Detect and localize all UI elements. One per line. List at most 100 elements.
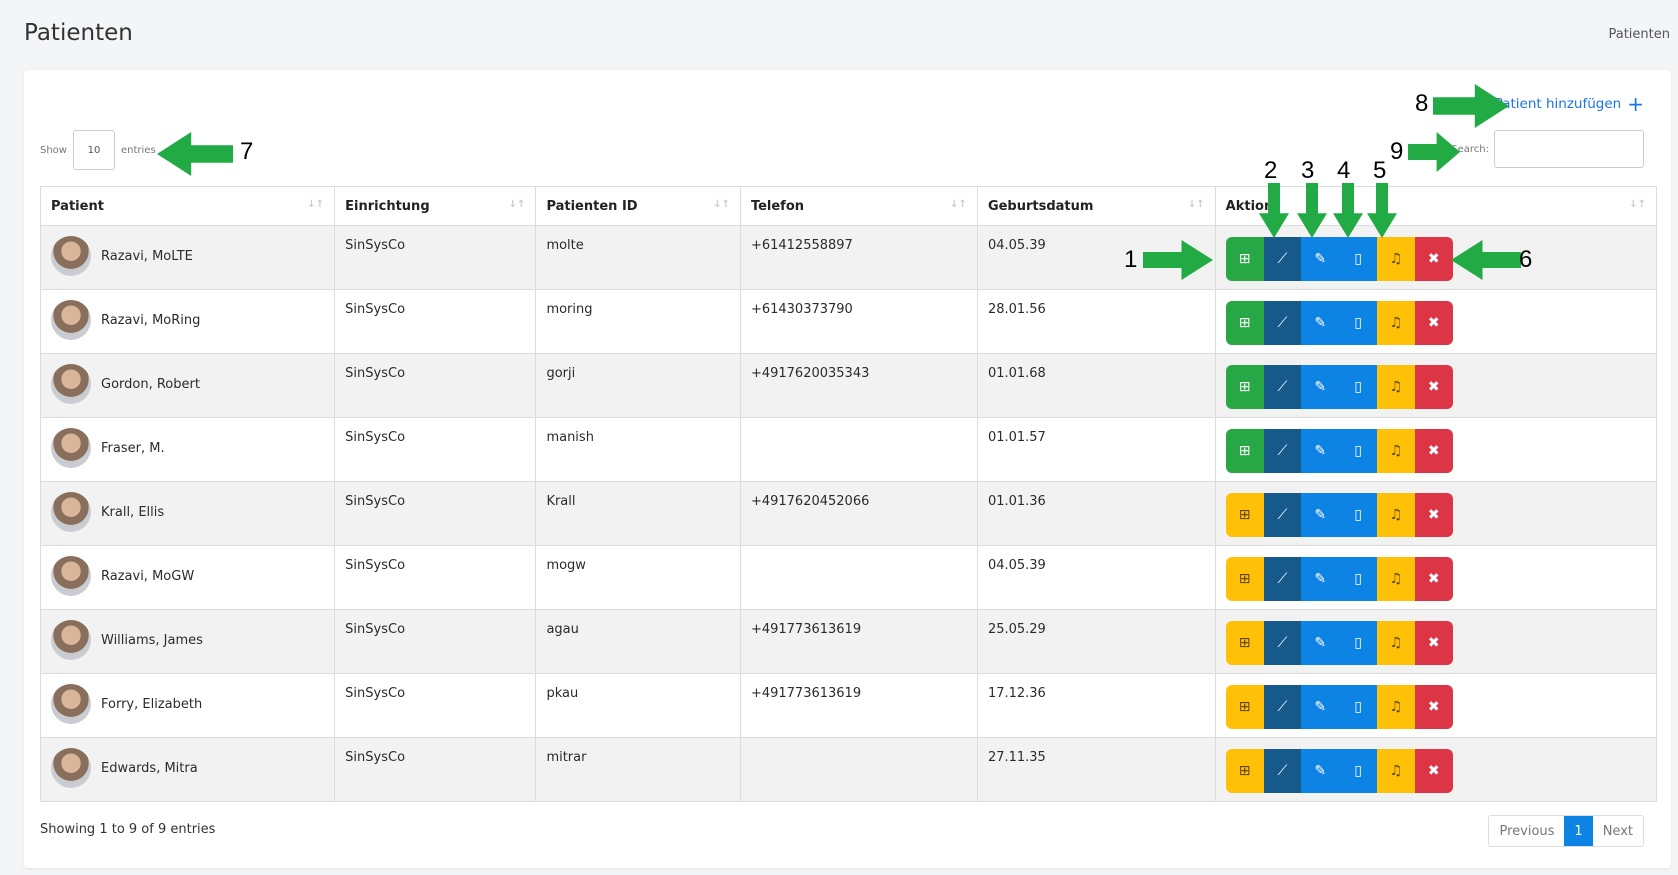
assessment-button[interactable]: ⊞ [1225, 493, 1264, 537]
patient-name[interactable]: Edwards, Mitra [101, 760, 198, 776]
sort-icon[interactable]: ↓↑ [950, 199, 967, 210]
avatar [51, 364, 91, 404]
chart-button[interactable]: ⟋ [1263, 685, 1302, 729]
alert-button[interactable]: ♫ [1376, 621, 1415, 665]
chart-button[interactable]: ⟋ [1263, 301, 1302, 345]
assessment-button[interactable]: ⊞ [1225, 237, 1264, 281]
patient-id-cell: pkau [535, 673, 741, 738]
edit-button[interactable]: ✎ [1301, 685, 1340, 729]
avatar [51, 556, 91, 596]
sort-icon[interactable]: ↓↑ [1187, 199, 1205, 210]
sort-icon[interactable]: ↓↑ [1629, 199, 1646, 210]
device-button[interactable]: ▯ [1339, 685, 1377, 729]
table-row: Williams, James SinSysCo agau +491773613619… [39, 609, 1658, 674]
device-button[interactable]: ▯ [1339, 301, 1377, 345]
patient-name[interactable]: Razavi, MoGW [101, 568, 195, 584]
patient-name[interactable]: Gordon, Robert [101, 376, 200, 392]
page-title: Patienten [24, 20, 133, 46]
alert-button[interactable]: ♫ [1376, 429, 1415, 473]
search-input[interactable] [1494, 130, 1644, 168]
assessment-button[interactable]: ⊞ [1225, 621, 1264, 665]
chart-button[interactable]: ⟋ [1263, 237, 1302, 281]
edit-button[interactable]: ✎ [1301, 301, 1340, 345]
device-button[interactable]: ▯ [1339, 365, 1377, 409]
breadcrumb[interactable]: Patienten [1608, 27, 1670, 42]
alert-button[interactable]: ♫ [1376, 365, 1415, 409]
chart-button[interactable]: ⟋ [1263, 493, 1302, 537]
tablet-icon: ▯ [1354, 699, 1362, 715]
chart-button[interactable]: ⟋ [1263, 365, 1302, 409]
patient-name[interactable]: Krall, Ellis [101, 504, 165, 520]
column-header[interactable]: Aktion ↓↑ [1214, 186, 1658, 226]
patient-name[interactable]: Williams, James [101, 632, 203, 648]
sort-icon[interactable]: ↓↑ [307, 199, 325, 210]
edit-button[interactable]: ✎ [1301, 429, 1340, 473]
assessment-button[interactable]: ⊞ [1225, 685, 1264, 729]
assessment-button[interactable]: ⊞ [1225, 557, 1264, 601]
delete-button[interactable]: ✖ [1414, 493, 1453, 537]
patient-name[interactable]: Forry, Elizabeth [101, 696, 203, 712]
sort-icon[interactable]: ↓↑ [713, 199, 730, 210]
page-size-select[interactable]: 10 [72, 130, 115, 170]
chart-button[interactable]: ⟋ [1263, 749, 1302, 793]
annotation-arrow-icon [1433, 84, 1509, 128]
device-button[interactable]: ▯ [1339, 493, 1377, 537]
clipboard-plus-icon: ⊞ [1238, 507, 1251, 523]
chart-button[interactable]: ⟋ [1263, 429, 1302, 473]
delete-button[interactable]: ✖ [1414, 557, 1453, 601]
bell-icon: ♫ [1389, 251, 1403, 267]
previous-button[interactable]: Previous [1499, 823, 1555, 839]
edit-button[interactable]: ✎ [1301, 493, 1340, 537]
patient-name[interactable]: Fraser, M. [101, 440, 165, 456]
add-patient-link[interactable]: Patient hinzufügen + [1495, 94, 1644, 114]
assessment-button[interactable]: ⊞ [1225, 365, 1264, 409]
alert-button[interactable]: ♫ [1376, 749, 1415, 793]
edit-button[interactable]: ✎ [1301, 365, 1340, 409]
assessment-button[interactable]: ⊞ [1225, 429, 1264, 473]
delete-button[interactable]: ✖ [1414, 749, 1453, 793]
page-1-button[interactable]: 1 [1564, 816, 1593, 846]
column-header[interactable]: Patienten ID ↓↑ [535, 186, 741, 226]
assessment-button[interactable]: ⊞ [1225, 301, 1264, 345]
chart-button[interactable]: ⟋ [1263, 557, 1302, 601]
column-header[interactable]: Telefon ↓↑ [739, 186, 978, 226]
delete-button[interactable]: ✖ [1414, 365, 1453, 409]
next-button[interactable]: Next [1602, 823, 1633, 839]
edit-button[interactable]: ✎ [1301, 237, 1340, 281]
sort-icon[interactable]: ↓↑ [508, 199, 526, 210]
delete-button[interactable]: ✖ [1414, 429, 1453, 473]
alert-button[interactable]: ♫ [1376, 493, 1415, 537]
column-header[interactable]: Patient ↓↑ [39, 186, 336, 226]
column-header[interactable]: Geburtsdatum ↓↑ [976, 186, 1216, 226]
actions-cell: ⊞ ⟋ ✎ ▯ ♫ ✖ [1214, 417, 1658, 482]
action-button-group: ⊞ ⟋ ✎ ▯ ♫ ✖ [1225, 621, 1453, 665]
chart-button[interactable]: ⟋ [1263, 621, 1302, 665]
edit-button[interactable]: ✎ [1301, 557, 1340, 601]
device-button[interactable]: ▯ [1339, 749, 1377, 793]
device-button[interactable]: ▯ [1339, 557, 1377, 601]
column-header-label: Patient [51, 198, 104, 214]
alert-button[interactable]: ♫ [1376, 237, 1415, 281]
edit-button[interactable]: ✎ [1301, 749, 1340, 793]
alert-button[interactable]: ♫ [1376, 557, 1415, 601]
alert-button[interactable]: ♫ [1376, 685, 1415, 729]
patient-name[interactable]: Razavi, MoLTE [101, 248, 193, 264]
facility-cell: SinSysCo [334, 481, 537, 546]
delete-button[interactable]: ✖ [1414, 301, 1453, 345]
facility-cell: SinSysCo [334, 737, 537, 802]
avatar [51, 684, 91, 724]
alert-button[interactable]: ♫ [1376, 301, 1415, 345]
device-button[interactable]: ▯ [1339, 429, 1377, 473]
assessment-button[interactable]: ⊞ [1225, 749, 1264, 793]
delete-button[interactable]: ✖ [1414, 685, 1453, 729]
delete-button[interactable]: ✖ [1414, 621, 1453, 665]
column-header[interactable]: Einrichtung ↓↑ [334, 186, 537, 226]
device-button[interactable]: ▯ [1339, 621, 1377, 665]
patient-name[interactable]: Razavi, MoRing [101, 312, 201, 328]
bell-icon: ♫ [1389, 443, 1403, 459]
delete-button[interactable]: ✖ [1414, 237, 1453, 281]
edit-button[interactable]: ✎ [1301, 621, 1340, 665]
device-button[interactable]: ▯ [1339, 237, 1377, 281]
bell-icon: ♫ [1389, 699, 1403, 715]
phone-cell [739, 545, 978, 610]
